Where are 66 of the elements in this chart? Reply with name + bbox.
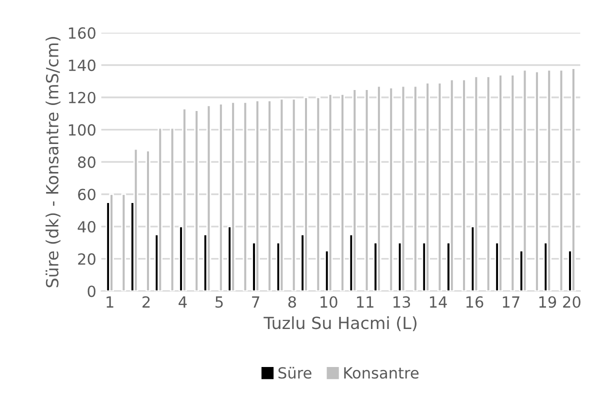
bar: [364, 88, 370, 292]
legend-label: Konsantre: [344, 367, 419, 379]
x-axis-title: Tuzlu Su Hacmi (L): [264, 316, 416, 332]
bar: [425, 82, 430, 292]
bar: [291, 98, 296, 292]
x-tick-label: 5: [216, 296, 223, 308]
x-tick-label: 1: [106, 296, 114, 308]
x-tick-label: 17: [502, 296, 520, 308]
bar: [170, 127, 175, 292]
bar: [218, 103, 224, 292]
y-tick-label: 0: [88, 286, 96, 298]
bar: [316, 96, 321, 292]
x-tick-label: 20: [563, 296, 580, 308]
x-tick-label: 7: [252, 296, 260, 308]
bar: [182, 108, 187, 292]
bar: [206, 104, 212, 292]
bar: [376, 85, 382, 292]
bar: [534, 70, 540, 292]
y-tick-label: 140: [68, 60, 96, 72]
x-tick-label: 10: [320, 296, 338, 308]
y-tick-label: 160: [68, 27, 96, 39]
x-tick-label: 16: [466, 296, 484, 308]
x-tick-label: 19: [539, 296, 556, 308]
bar: [571, 68, 576, 292]
y-tick-label: 100: [68, 124, 96, 136]
bar: [146, 150, 150, 292]
bar: [267, 100, 272, 292]
bar: [304, 96, 308, 292]
x-tick-label: 14: [430, 296, 447, 308]
y-tick-label: 80: [78, 156, 96, 168]
bar: [546, 69, 552, 292]
legend-label: Süre: [278, 366, 312, 379]
x-tick-label: 2: [142, 296, 150, 308]
x-tick-label: 4: [178, 296, 187, 308]
x-tick-label: 11: [357, 296, 374, 308]
bar: [400, 85, 406, 292]
bar: [242, 102, 248, 292]
bar: [194, 110, 200, 292]
bar: [254, 100, 260, 292]
y-tick-label: 20: [78, 253, 96, 265]
y-tick-label: 120: [68, 92, 96, 104]
x-tick-label: 8: [288, 296, 296, 308]
bar: [462, 78, 466, 292]
y-tick-label: 40: [78, 220, 96, 233]
y-axis-title: Süre (dk) - Konsantre (mS/cm): [46, 37, 60, 288]
bar: [230, 102, 236, 292]
bar: [510, 74, 516, 292]
x-tick-label: 13: [394, 296, 410, 308]
bar: [558, 69, 564, 292]
bar: [449, 78, 454, 292]
bar: [340, 93, 345, 292]
bar: [437, 82, 442, 292]
bar: [413, 85, 418, 292]
bar: [109, 194, 114, 292]
bar: [133, 148, 138, 292]
y-tick-label: 60: [78, 188, 96, 200]
bar: [121, 194, 126, 292]
bar: [486, 76, 491, 292]
bar: [388, 86, 394, 292]
bar: [474, 76, 479, 292]
bar: [522, 69, 528, 292]
bar: [158, 127, 163, 292]
bar: [279, 98, 284, 292]
bar: [328, 93, 333, 292]
bar: [498, 74, 503, 292]
bar: [352, 88, 358, 292]
